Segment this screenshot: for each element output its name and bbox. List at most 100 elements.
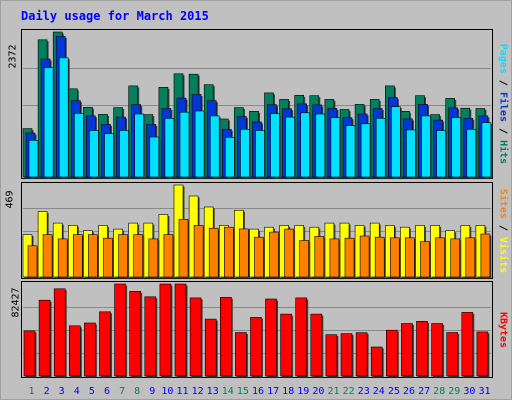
visits-sites-bar xyxy=(178,219,189,278)
kbytes-kbytes-bar xyxy=(265,298,277,377)
visits-sites-bar xyxy=(314,236,325,278)
hits-pages-bar xyxy=(451,117,462,178)
day-label: 7 xyxy=(119,386,125,397)
visits-sites-bar xyxy=(224,226,234,278)
kbytes-kbytes-bar xyxy=(53,288,66,377)
kbytes-kbytes-bar xyxy=(416,320,428,377)
day-label: 16 xyxy=(252,386,264,397)
day-label: 29 xyxy=(448,386,460,397)
day-label: 20 xyxy=(312,386,324,397)
kbytes-kbytes-bar xyxy=(401,323,413,377)
visits-sites-bar xyxy=(193,225,204,278)
hits-pages-bar xyxy=(149,136,160,178)
kbytes-kbytes-bar xyxy=(235,332,247,377)
visits-sites-bar xyxy=(103,237,113,278)
day-label: 23 xyxy=(358,386,370,397)
day-label: 6 xyxy=(104,386,110,397)
day-label: 19 xyxy=(297,386,309,397)
hits-pages-bar xyxy=(28,140,39,178)
day-label: 3 xyxy=(59,386,65,397)
kbytes-kbytes-bar xyxy=(446,332,459,377)
day-label: 2 xyxy=(44,386,50,397)
day-label: 21 xyxy=(327,386,339,397)
day-label: 8 xyxy=(134,386,140,397)
kbytes-kbytes-bar xyxy=(325,334,338,377)
day-label: 24 xyxy=(373,386,385,397)
visits-sites-bar xyxy=(405,237,415,278)
day-label: 4 xyxy=(74,386,80,397)
kbytes-kbytes-bar xyxy=(431,323,443,377)
hits-pages-bar xyxy=(300,112,311,178)
hits-pages-bar xyxy=(285,116,295,178)
visits-sites-bar xyxy=(465,237,476,278)
kbytes-kbytes-bar xyxy=(38,299,51,377)
kbytes-kbytes-bar xyxy=(370,346,383,377)
visits-sites-bar xyxy=(480,233,491,278)
visits-sites-bar xyxy=(239,228,249,278)
hits-pages-bar xyxy=(179,111,190,178)
day-label: 1 xyxy=(28,386,34,397)
visits-sites-bar xyxy=(118,234,128,278)
hits-pages-bar xyxy=(104,133,114,178)
kbytes-kbytes-bar xyxy=(355,332,368,377)
hits-pages-bar xyxy=(466,129,477,178)
hits-pages-bar xyxy=(164,118,175,178)
day-label: 30 xyxy=(463,386,475,397)
kbytes-kbytes-bar xyxy=(174,283,187,377)
day-label: 9 xyxy=(149,386,155,397)
day-label: 18 xyxy=(282,386,294,397)
hits-pages-bar xyxy=(481,122,492,178)
day-label: 13 xyxy=(207,386,219,397)
visits-sites-bar xyxy=(435,237,445,278)
kbytes-kbytes-bar xyxy=(84,322,96,377)
kbytes-kbytes-bar xyxy=(295,297,308,377)
kbytes-kbytes-bar xyxy=(204,318,217,377)
hits-pages-bar xyxy=(270,113,280,178)
hits-pages-bar xyxy=(436,130,446,178)
kbytes-kbytes-bar xyxy=(310,313,323,377)
kbytes-kbytes-bar xyxy=(99,311,111,377)
day-label: 14 xyxy=(222,386,234,397)
hits-pages-bar xyxy=(375,118,386,178)
day-label: 27 xyxy=(418,386,430,397)
kbytes-kbytes-bar xyxy=(280,313,292,377)
kbytes-kbytes-bar xyxy=(250,317,262,377)
visits-sites-bar xyxy=(389,237,400,278)
visits-sites-bar xyxy=(450,238,461,278)
visits-sites-bar xyxy=(163,234,174,278)
visits-sites-bar xyxy=(420,241,430,278)
hits-pages-bar xyxy=(209,115,220,178)
kbytes-kbytes-bar xyxy=(129,290,141,377)
visits-sites-bar xyxy=(254,236,264,278)
day-label: 12 xyxy=(192,386,204,397)
visits-sites-bar xyxy=(359,235,370,278)
visits-sites-bar xyxy=(299,240,310,278)
visits-sites-bar xyxy=(57,238,68,278)
day-label: 25 xyxy=(388,386,400,397)
hits-pages-bar xyxy=(240,129,250,178)
kbytes-kbytes-bar xyxy=(385,329,398,377)
visits-sites-bar xyxy=(329,238,340,278)
visits-sites-bar xyxy=(344,237,355,278)
hits-pages-bar xyxy=(345,125,356,178)
day-label: 11 xyxy=(176,386,188,397)
visits-sites-bar xyxy=(284,228,294,278)
day-label: 5 xyxy=(89,386,95,397)
hits-pages-bar xyxy=(43,67,54,178)
chart-title: Daily usage for March 2015 xyxy=(21,9,209,23)
kbytes-kbytes-bar xyxy=(159,283,172,377)
visits-sites-bar xyxy=(374,236,385,278)
visits-sites-bar xyxy=(27,245,38,278)
visits-sites-bar xyxy=(133,234,143,278)
visits-sites-bar xyxy=(208,227,219,278)
kbytes-kbytes-bar xyxy=(476,331,489,377)
visits-sites-bar xyxy=(42,234,53,278)
visits-sites-bar xyxy=(88,234,98,278)
hits-pages-bar xyxy=(360,123,371,178)
day-label: 22 xyxy=(343,386,355,397)
hits-pages-bar xyxy=(134,113,144,178)
visits-sites-bar xyxy=(148,238,159,278)
hits-pages-bar xyxy=(390,106,401,178)
